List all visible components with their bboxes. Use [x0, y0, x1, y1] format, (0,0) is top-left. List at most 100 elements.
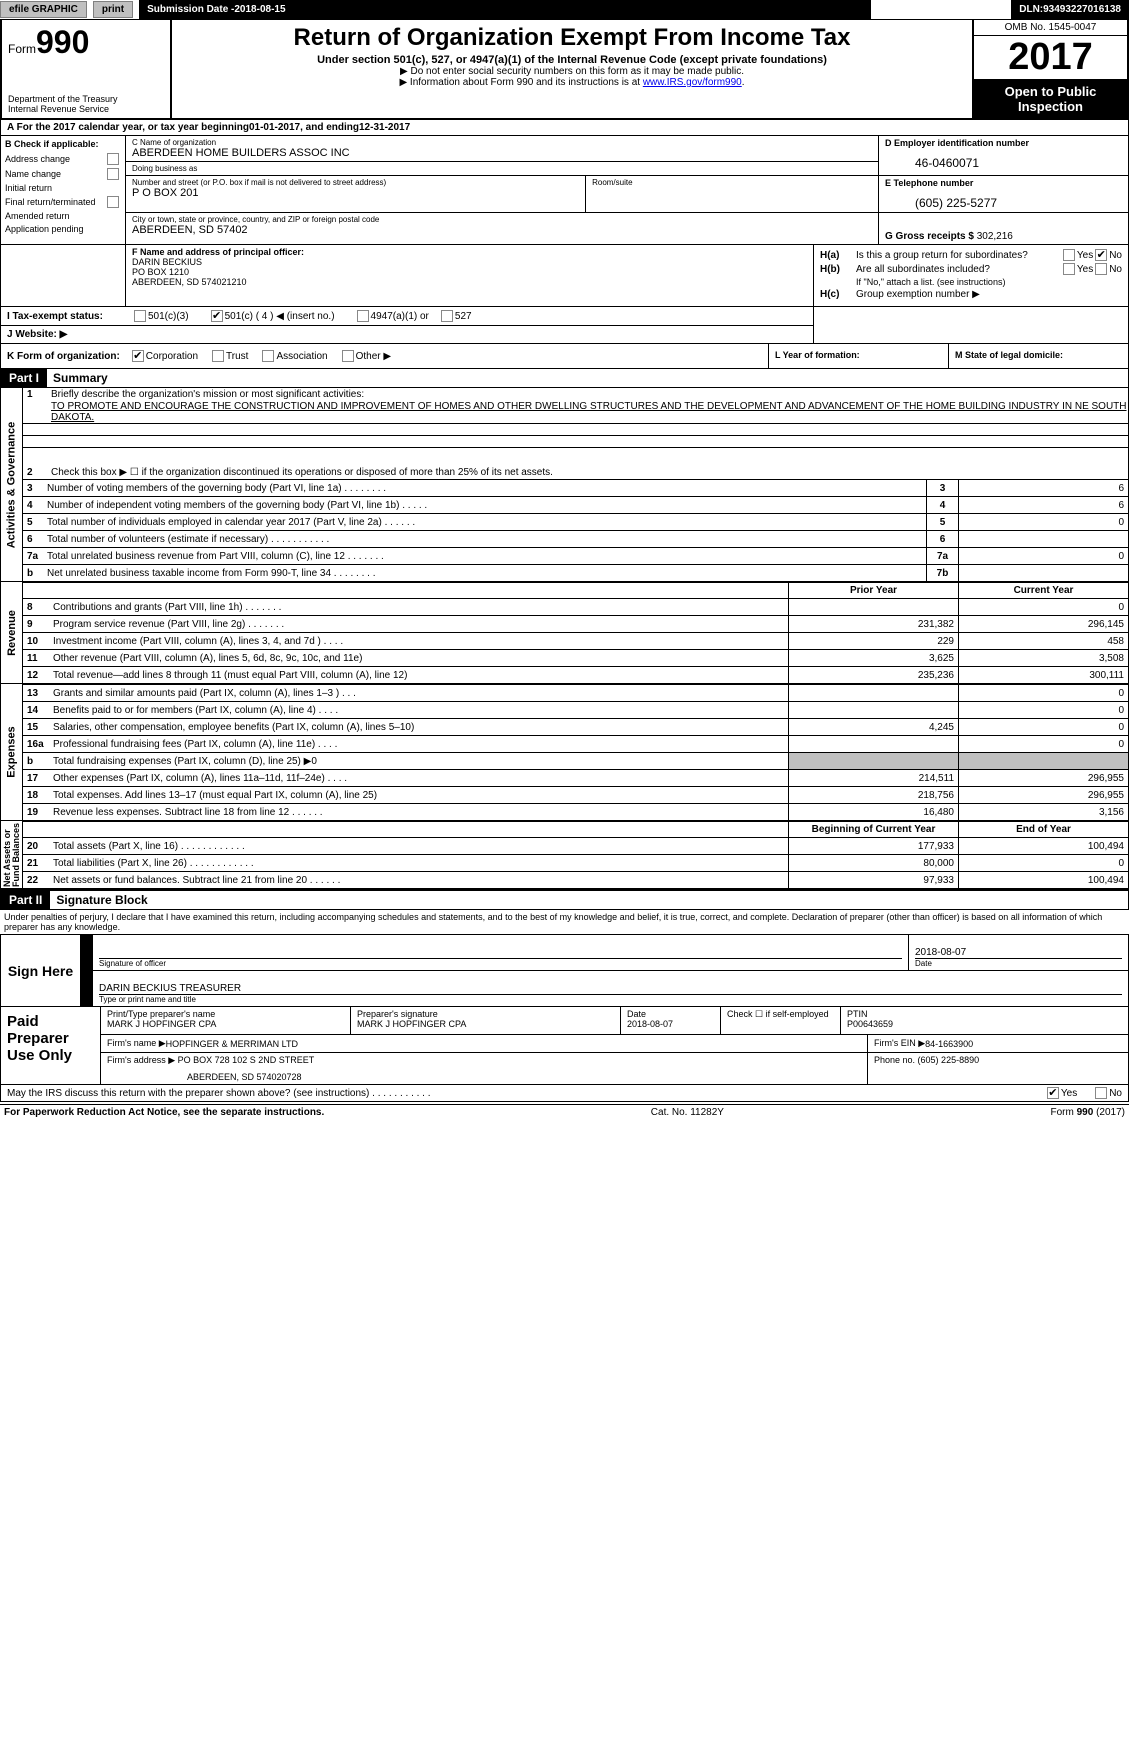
dln-label: DLN:	[1019, 4, 1043, 15]
catalog-number: Cat. No. 11282Y	[651, 1107, 724, 1118]
section-f-h: F Name and address of principal officer:…	[0, 245, 1129, 307]
netassets-block: Net Assets orFund Balances Beginning of …	[0, 821, 1129, 889]
mission-statement: TO PROMOTE AND ENCOURAGE THE CONSTRUCTIO…	[23, 401, 1128, 424]
dln-value: 93493227016138	[1043, 4, 1121, 15]
netassets-label: Net Assets orFund Balances	[1, 821, 23, 888]
financial-line: 10Investment income (Part VIII, column (…	[23, 632, 1128, 649]
form-header: Form990 Department of the Treasury Inter…	[0, 20, 1129, 120]
subtitle-2a: ▶ Do not enter social security numbers o…	[182, 66, 962, 77]
corp-checkbox[interactable]	[132, 350, 144, 362]
trust-checkbox[interactable]	[212, 350, 224, 362]
summary-line: 4Number of independent voting members of…	[23, 496, 1128, 513]
subtitle-1: Under section 501(c), 527, or 4947(a)(1)…	[182, 54, 962, 66]
telephone-value: (605) 225-5277	[885, 188, 1122, 210]
submission-date-bar: Submission Date - 2018-08-15	[139, 0, 871, 19]
irs-link[interactable]: www.IRS.gov/form990	[643, 77, 742, 88]
signature-disclaimer: Under penalties of perjury, I declare th…	[0, 910, 1129, 934]
current-year-header: Current Year	[958, 583, 1128, 598]
section-k-l-m: K Form of organization: Corporation Trus…	[0, 344, 1129, 369]
top-bar: efile GRAPHIC print Submission Date - 20…	[0, 0, 1129, 20]
sign-arrow-icon	[81, 935, 93, 1006]
4947-checkbox[interactable]	[357, 310, 369, 322]
address-change-checkbox[interactable]	[107, 153, 119, 165]
discuss-with-preparer: May the IRS discuss this return with the…	[0, 1085, 1129, 1102]
state-domicile: M State of legal domicile:	[948, 344, 1128, 368]
header-left: Form990 Department of the Treasury Inter…	[2, 20, 172, 118]
subtitle-2b: ▶ Information about Form 990 and its ins…	[182, 77, 962, 88]
col-b-label: Amended return	[5, 211, 121, 221]
col-b-header: B Check if applicable:	[5, 139, 121, 149]
other-checkbox[interactable]	[342, 350, 354, 362]
section-bcd: B Check if applicable: Address change Na…	[0, 136, 1129, 245]
subdate-value: 2018-08-15	[234, 4, 285, 15]
527-checkbox[interactable]	[441, 310, 453, 322]
header-right: OMB No. 1545-0047 2017 Open to Public In…	[972, 20, 1127, 118]
line-a-tax-year: A For the 2017 calendar year, or tax yea…	[0, 120, 1129, 136]
final-return-checkbox[interactable]	[107, 196, 119, 208]
dept-treasury: Department of the Treasury Internal Reve…	[8, 94, 164, 114]
street-label: Number and street (or P.O. box if mail i…	[132, 178, 579, 187]
year-formation: L Year of formation:	[768, 344, 948, 368]
col-b-label: Address change	[5, 154, 105, 164]
expenses-label: Expenses	[1, 684, 23, 820]
prior-year-header: Prior Year	[788, 583, 958, 598]
financial-line: 20Total assets (Part X, line 16) . . . .…	[23, 837, 1128, 854]
financial-line: 14Benefits paid to or for members (Part …	[23, 701, 1128, 718]
preparer-date: 2018-08-07	[627, 1019, 714, 1029]
form-ref: Form 990 (2017)	[1051, 1107, 1125, 1118]
column-b-checkboxes: B Check if applicable: Address change Na…	[1, 136, 126, 244]
org-name-label: C Name of organization	[132, 138, 872, 147]
ptin-value: P00643659	[847, 1019, 1122, 1029]
preparer-signature: MARK J HOPFINGER CPA	[357, 1019, 614, 1029]
governance-label: Activities & Governance	[1, 388, 23, 581]
summary-line: 5Total number of individuals employed in…	[23, 513, 1128, 530]
summary-line: 7aTotal unrelated business revenue from …	[23, 547, 1128, 564]
financial-line: 19Revenue less expenses. Subtract line 1…	[23, 803, 1128, 820]
revenue-block: Revenue Prior Year Current Year 8Contrib…	[0, 582, 1129, 684]
financial-line: 16aProfessional fundraising fees (Part I…	[23, 735, 1128, 752]
sign-here-row: Sign Here Signature of officer 2018-08-0…	[0, 934, 1129, 1007]
col-b-label: Name change	[5, 169, 105, 179]
col-b-label: Initial return	[5, 183, 121, 193]
self-employed-check: Check ☐ if self-employed	[721, 1007, 841, 1034]
summary-line: 3Number of voting members of the governi…	[23, 479, 1128, 496]
ein-cell: D Employer identification number 46-0460…	[878, 136, 1128, 175]
col-b-label: Final return/terminated	[5, 197, 105, 207]
discuss-yes-checkbox[interactable]	[1047, 1087, 1059, 1099]
column-cd: C Name of organization ABERDEEN HOME BUI…	[126, 136, 1128, 244]
header-center: Return of Organization Exempt From Incom…	[172, 20, 972, 118]
print-button[interactable]: print	[93, 1, 133, 18]
financial-line: 8Contributions and grants (Part VIII, li…	[23, 598, 1128, 615]
financial-line: 21Total liabilities (Part X, line 26) . …	[23, 854, 1128, 871]
officer-name-title: DARIN BECKIUS TREASURER	[99, 973, 1122, 995]
discuss-no-checkbox[interactable]	[1095, 1087, 1107, 1099]
sign-here-label: Sign Here	[1, 935, 81, 1006]
eoy-header: End of Year	[958, 822, 1128, 837]
firm-phone: (605) 225-8890	[918, 1055, 980, 1065]
efile-button[interactable]: efile GRAPHIC	[0, 1, 87, 18]
ein-value: 46-0460071	[885, 148, 1122, 170]
name-change-checkbox[interactable]	[107, 168, 119, 180]
dba-label: Doing business as	[132, 164, 872, 173]
501c-checkbox[interactable]	[211, 310, 223, 322]
subdate-label: Submission Date -	[147, 4, 234, 15]
form-number: Form990	[8, 24, 164, 61]
ha-yes-checkbox[interactable]	[1063, 249, 1075, 261]
expenses-block: Expenses 13Grants and similar amounts pa…	[0, 684, 1129, 821]
lines-3-7: 3Number of voting members of the governi…	[23, 479, 1128, 581]
501c3-checkbox[interactable]	[134, 310, 146, 322]
room-label: Room/suite	[592, 178, 872, 187]
expense-lines: 13Grants and similar amounts paid (Part …	[23, 684, 1128, 820]
ha-no-checkbox[interactable]	[1095, 249, 1107, 261]
boy-header: Beginning of Current Year	[788, 822, 958, 837]
col-b-label: Application pending	[5, 224, 121, 234]
firm-address2: ABERDEEN, SD 574020728	[107, 1066, 861, 1082]
revenue-lines: 8Contributions and grants (Part VIII, li…	[23, 598, 1128, 683]
firm-ein: 84-1663900	[925, 1039, 973, 1049]
assoc-checkbox[interactable]	[262, 350, 274, 362]
financial-line: 12Total revenue—add lines 8 through 11 (…	[23, 666, 1128, 683]
org-name: ABERDEEN HOME BUILDERS ASSOC INC	[132, 147, 872, 159]
governance-block: Activities & Governance 1 Briefly descri…	[0, 388, 1129, 582]
hb-yes-checkbox[interactable]	[1063, 263, 1075, 275]
hb-no-checkbox[interactable]	[1095, 263, 1107, 275]
